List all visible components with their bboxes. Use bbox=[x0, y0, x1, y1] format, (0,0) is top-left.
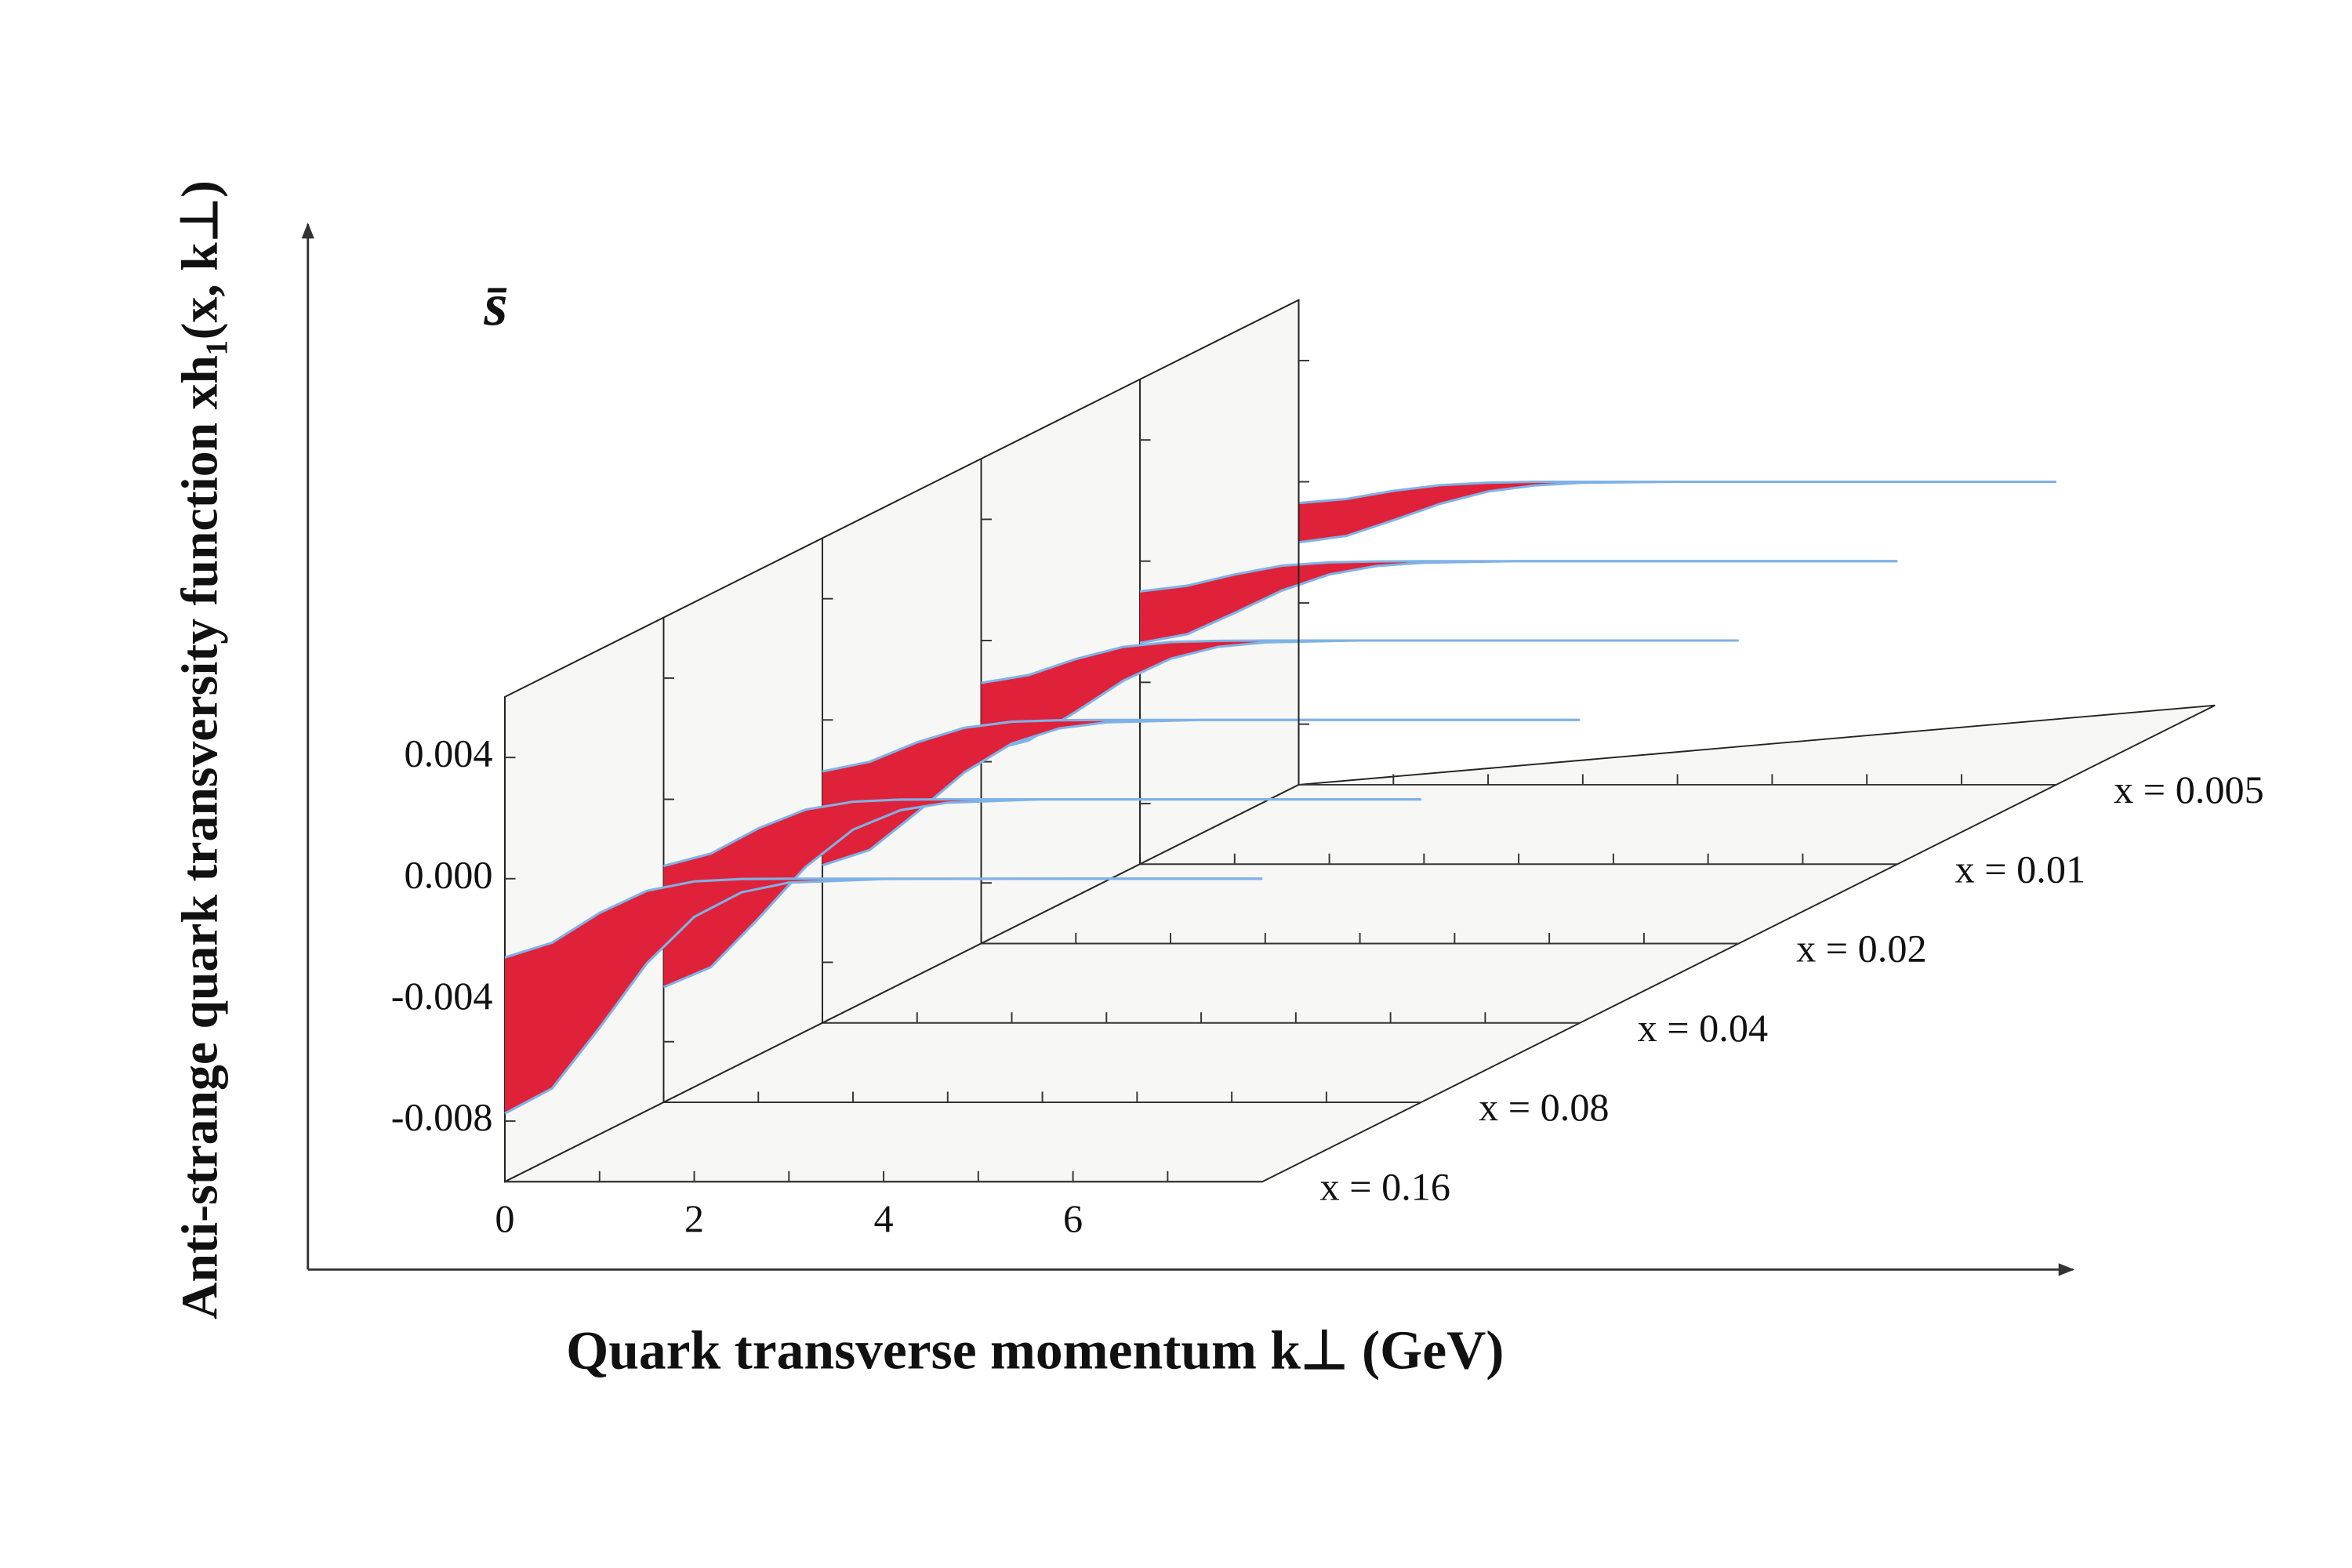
series-label: x = 0.08 bbox=[1479, 1085, 1609, 1129]
x-tick-label: 0 bbox=[495, 1196, 514, 1240]
series-label: x = 0.005 bbox=[2114, 768, 2264, 811]
series-label: x = 0.02 bbox=[1796, 927, 1926, 971]
x-axis-label: Quark transverse momentum k⊥ (GeV) bbox=[566, 1320, 1504, 1381]
band-edge bbox=[1139, 560, 1898, 644]
band-edge bbox=[504, 877, 1263, 1115]
band-edge bbox=[1298, 480, 2056, 544]
band-edge bbox=[662, 797, 1421, 989]
x-tick-label: 2 bbox=[684, 1196, 704, 1240]
y-tick-label: 0.004 bbox=[404, 731, 492, 775]
x-tick-label: 6 bbox=[1063, 1196, 1083, 1240]
y-tick-label: -0.004 bbox=[391, 974, 493, 1018]
series-label: x = 0.16 bbox=[1320, 1164, 1450, 1208]
chart-title: s̄ bbox=[483, 270, 507, 338]
series-label: x = 0.01 bbox=[1955, 847, 2085, 891]
y-axis-label: Anti-strange quark transversity function… bbox=[171, 180, 228, 1319]
band bbox=[1298, 481, 2056, 543]
y-tick-label: 0.000 bbox=[404, 852, 492, 896]
x-tick-label: 4 bbox=[873, 1196, 893, 1240]
series-label: x = 0.04 bbox=[1638, 1006, 1768, 1050]
band-edge bbox=[822, 718, 1581, 867]
y-tick-label: -0.008 bbox=[391, 1094, 493, 1138]
